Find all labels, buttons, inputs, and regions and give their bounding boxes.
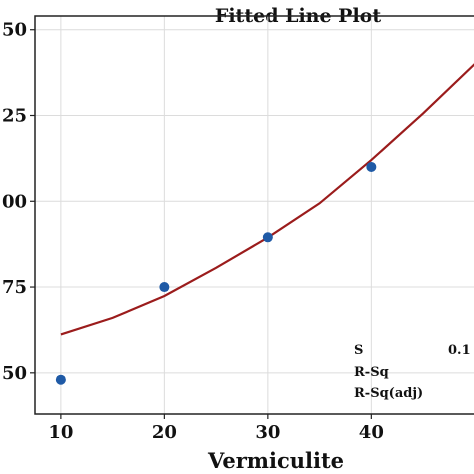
x-tick-label: 10	[48, 422, 73, 443]
stat-label-rsq: R-Sq	[354, 365, 389, 380]
y-tick-label: 75	[2, 277, 27, 298]
grid	[35, 16, 474, 414]
y-tick-label: 50	[2, 20, 27, 41]
x-axis-label: Vermiculite	[207, 448, 344, 473]
stat-value-s: 0.1	[448, 343, 471, 358]
data-point	[262, 232, 273, 243]
data-point	[55, 374, 66, 385]
data-point	[159, 282, 170, 293]
y-tick-label: 00	[2, 191, 27, 212]
plot-frame	[34, 15, 474, 415]
data-point	[366, 161, 377, 172]
x-tick-label: 30	[255, 422, 280, 443]
stat-label-rsq-adj: R-Sq(adj)	[354, 386, 423, 401]
x-tick-label: 20	[152, 422, 177, 443]
y-axis-ticks: 50 75 00 25 50	[2, 20, 35, 384]
data-points-layer	[55, 161, 377, 385]
y-tick-label: 50	[2, 363, 27, 384]
y-tick-label: 25	[2, 106, 27, 127]
stat-label-s: S	[354, 343, 363, 358]
x-axis-ticks: 10 20 30 40	[48, 414, 384, 443]
x-tick-label: 40	[359, 422, 384, 443]
stats-box: S 0.1 R-Sq R-Sq(adj)	[354, 343, 471, 401]
